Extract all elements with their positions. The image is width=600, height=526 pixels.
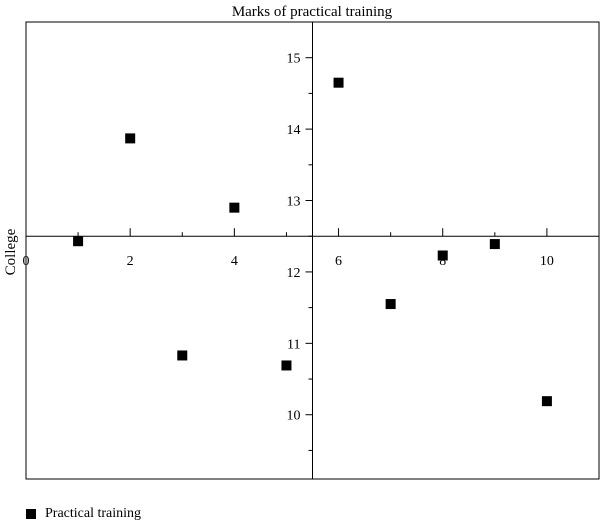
y-tick-label: 13: [287, 195, 301, 210]
y-tick-label: 10: [287, 409, 301, 424]
data-point: [541, 396, 552, 407]
chart-title: Marks of practical training: [232, 4, 393, 20]
x-tick-label: 8: [439, 254, 446, 269]
data-point: [489, 239, 500, 250]
x-tick-label: 0: [23, 254, 30, 269]
data-points: [73, 77, 552, 407]
data-point: [437, 250, 448, 261]
legend: Practical training: [26, 505, 141, 523]
data-point: [73, 236, 84, 247]
y-tick-label: 15: [287, 52, 301, 67]
legend-marker-square: [26, 509, 36, 519]
data-point: [281, 360, 292, 371]
y-tick-label: 14: [287, 123, 301, 138]
x-tick-label: 2: [127, 254, 134, 269]
data-point: [125, 133, 136, 144]
data-point: [177, 350, 188, 361]
x-tick-label: 10: [540, 254, 554, 269]
y-tick-label: 12: [287, 266, 301, 281]
x-tick-label: 4: [231, 254, 238, 269]
axes: 0 2 4 6 8 10 10 11 12 13 14 15: [23, 21, 599, 479]
y-tick-label: 11: [287, 337, 300, 352]
x-tick-label: 6: [335, 254, 342, 269]
data-point: [385, 299, 396, 310]
legend-label: Practical training: [45, 506, 142, 521]
data-point: [333, 77, 344, 88]
y-axis-label: College: [3, 228, 19, 275]
data-point: [229, 202, 240, 213]
